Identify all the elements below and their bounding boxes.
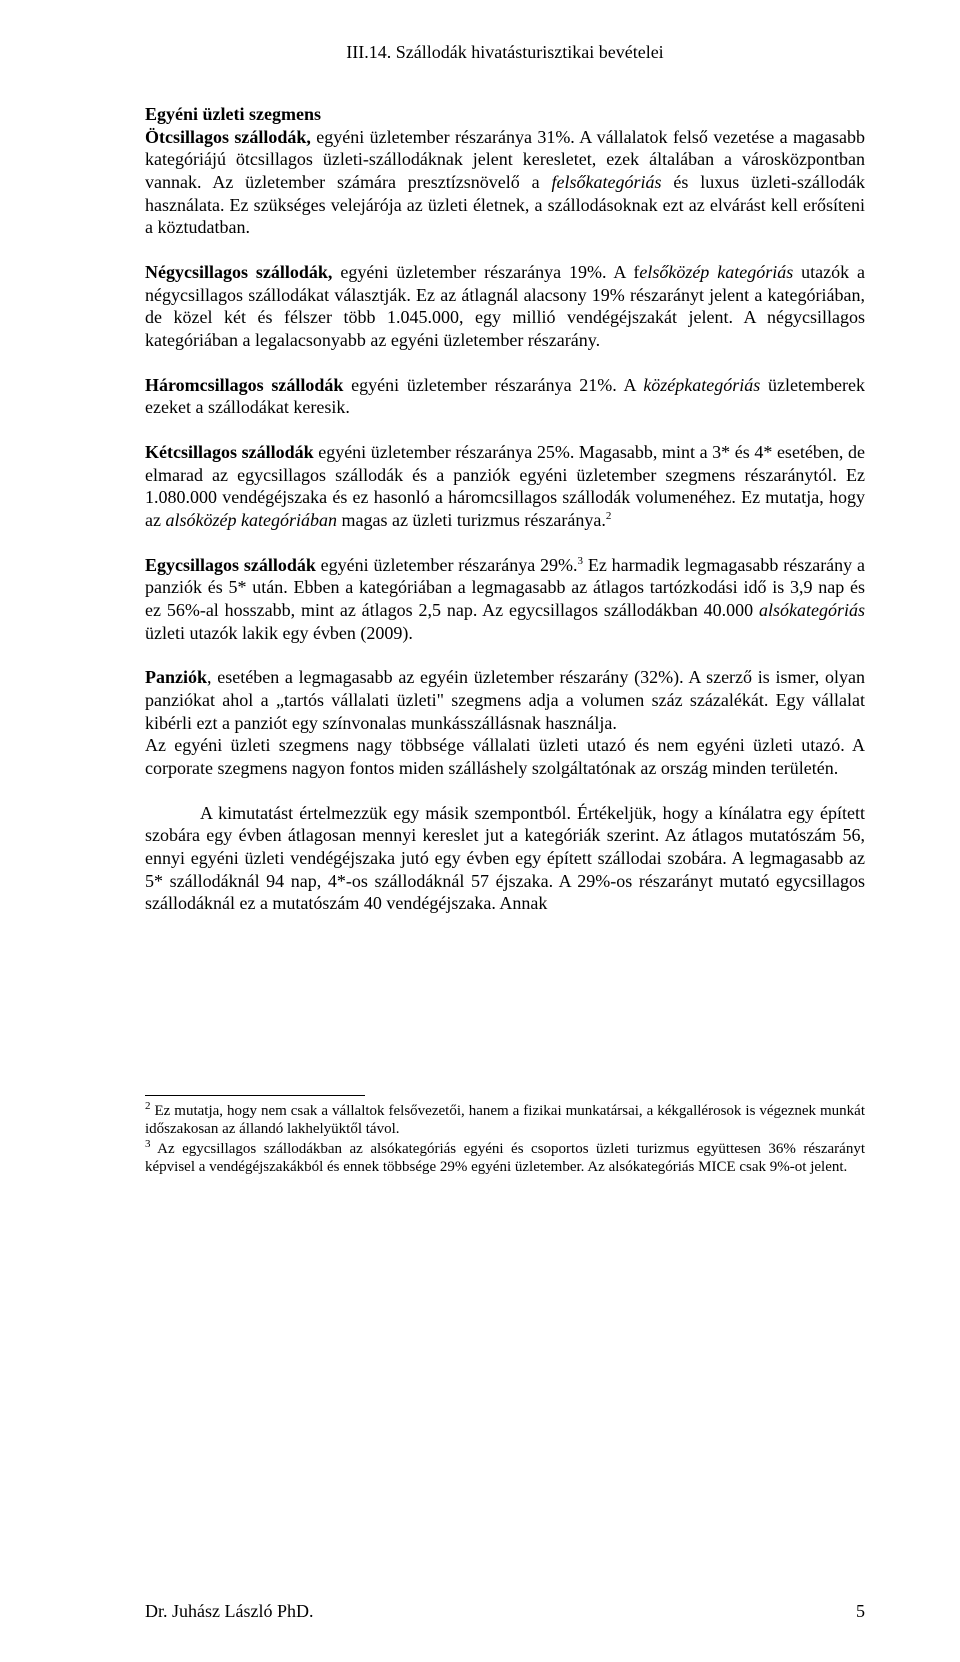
bold-text: Négycsillagos szállodák, [145,262,332,282]
paragraph-6: Panziók, esetében a legmagasabb az egyéi… [145,666,865,734]
body-text: , esetében a legmagasabb az egyéin üzlet… [145,667,865,732]
paragraph-3: Háromcsillagos szállodák egyéni üzletemb… [145,374,865,419]
italic-text: elsőközép kategóriás [639,262,793,282]
footnote-3: 3 Az egycsillagos szállodákban az alsóka… [145,1138,865,1176]
body-text: magas az üzleti turizmus részaránya. [337,510,606,530]
italic-text: felsőkategóriás [551,172,661,192]
paragraph-8: A kimutatást értelmezzük egy másik szemp… [145,802,865,915]
page-header-title: III.14. Szállodák hivatásturisztikai bev… [145,42,865,63]
paragraph-7: Az egyéni üzleti szegmens nagy többsége … [145,734,865,779]
footer-author: Dr. Juhász László PhD. [145,1601,313,1622]
footnote-separator [145,1095,365,1096]
footnote-text: Ez mutatja, hogy nem csak a vállaltok fe… [145,1103,865,1137]
page-footer: Dr. Juhász László PhD. 5 [145,1601,865,1622]
italic-text: alsókategóriás [759,600,865,620]
footnote-2: 2 Ez mutatja, hogy nem csak a vállaltok … [145,1100,865,1138]
paragraph-4: Kétcsillagos szállodák egyéni üzletember… [145,441,865,532]
bold-text: Ötcsillagos szállodák, [145,127,311,147]
body-text: A kimutatást értelmezzük egy másik szemp… [145,803,865,914]
bold-text: Kétcsillagos szállodák [145,442,314,462]
paragraph-2: Négycsillagos szállodák, egyéni üzletemb… [145,261,865,352]
section-heading: Egyéni üzleti szegmens [145,104,321,124]
footnote-ref-2: 2 [606,510,612,522]
italic-text: alsóközép kategóriában [165,510,336,530]
bold-text: Egycsillagos szállodák [145,555,316,575]
body-text: egyéni üzletember részaránya 29%. [316,555,578,575]
italic-text: középkategóriás [643,375,760,395]
paragraph-5: Egycsillagos szállodák egyéni üzletember… [145,554,865,645]
bold-text: Panziók [145,667,207,687]
body-text: üzleti utazók lakik egy évben (2009). [145,623,413,643]
bold-text: Háromcsillagos szállodák [145,375,343,395]
paragraph-1: Egyéni üzleti szegmens Ötcsillagos száll… [145,103,865,239]
body-text: egyéni üzletember részaránya 21%. A [343,375,643,395]
body-text: Az egyéni üzleti szegmens nagy többsége … [145,735,865,778]
footnote-text: Az egycsillagos szállodákban az alsókate… [145,1141,865,1175]
footer-page-number: 5 [856,1601,865,1622]
body-text: egyéni üzletember részaránya 19%. A f [332,262,639,282]
